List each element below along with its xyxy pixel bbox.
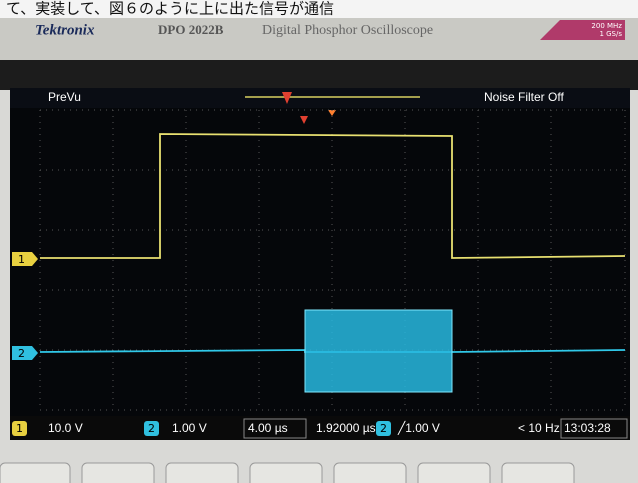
- ch1-scale: 10.0 V: [48, 421, 83, 435]
- softkey[interactable]: [418, 463, 490, 483]
- brand: Tektronix: [35, 22, 95, 38]
- softkey[interactable]: [82, 463, 154, 483]
- model: DPO 2022B: [158, 22, 224, 37]
- ch1-marker: 1: [18, 253, 25, 266]
- trigger-freq: < 10 Hz: [518, 421, 560, 435]
- softkey[interactable]: [250, 463, 322, 483]
- position: 1.92000 µs: [316, 421, 376, 435]
- oscilloscope-photo: て、実装して、図６のように上に出た信号が通信 Tektronix DPO 202…: [0, 0, 638, 483]
- softkey[interactable]: [166, 463, 238, 483]
- noise-filter: Noise Filter Off: [484, 90, 564, 104]
- bandwidth: 200 MHz: [591, 22, 622, 30]
- mode: PreVu: [48, 90, 81, 104]
- ch2-label: 2: [148, 422, 155, 435]
- trigger-source: 2: [380, 422, 387, 435]
- caption: て、実装して、図６のように上に出た信号が通信: [6, 0, 334, 18]
- sample-rate: 1 GS/s: [599, 30, 622, 38]
- timebase: 4.00 µs: [248, 421, 288, 435]
- page: {"caption": "て、実装して、図６のように上に出た信号が通信", "b…: [0, 0, 638, 483]
- ch2-burst: [305, 310, 452, 392]
- description: Digital Phosphor Oscilloscope: [262, 23, 433, 38]
- clock: 13:03:28: [564, 421, 611, 435]
- ch1-label: 1: [16, 422, 23, 435]
- softkeys: [0, 463, 574, 483]
- trigger-level: ╱1.00 V: [397, 420, 440, 435]
- softkey[interactable]: [334, 463, 406, 483]
- softkey[interactable]: [0, 463, 70, 483]
- ch2-marker: 2: [18, 347, 25, 360]
- ch2-scale: 1.00 V: [172, 421, 207, 435]
- softkey[interactable]: [502, 463, 574, 483]
- bezel-dark: [0, 60, 638, 90]
